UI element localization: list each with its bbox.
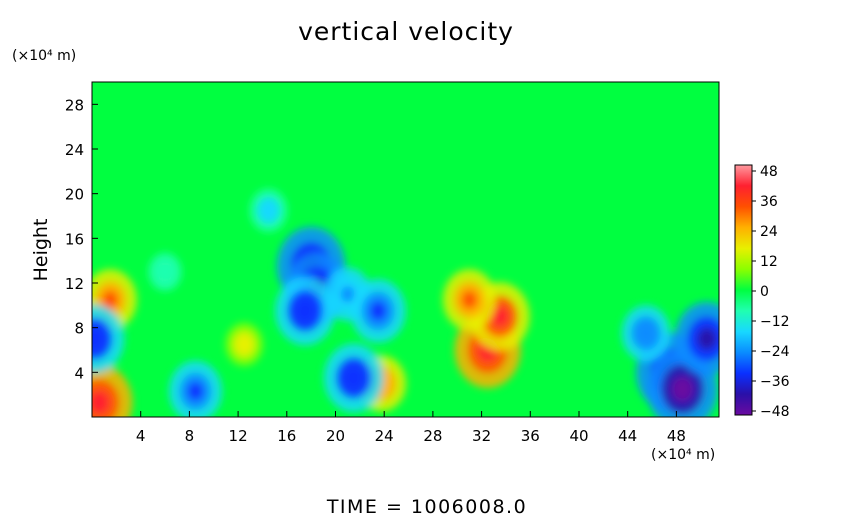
colorbar-tick-label: −48 [760,404,790,420]
plot-area [92,82,719,417]
x-tick-label: 36 [521,427,540,445]
y-tick-label: 16 [65,230,84,248]
x-tick-label: 4 [136,427,146,445]
x-tick-label: 20 [326,427,345,445]
x-tick-label: 44 [618,427,637,445]
colorbar-tick-label: 48 [760,164,778,180]
field-core [671,376,694,402]
y-tick-label: 12 [65,275,84,293]
x-tick-label: 40 [569,427,588,445]
y-unit-label: (×10⁴ m) [12,48,76,64]
field-core [638,324,654,342]
colorbar-tick-label: −12 [760,314,790,330]
x-tick-label: 24 [375,427,394,445]
x-tick-label: 32 [472,427,491,445]
x-tick-label: 8 [185,427,195,445]
y-tick-label: 4 [74,364,84,382]
field-core [160,266,171,278]
y-tick-label: 24 [65,141,84,159]
y-tick-label: 28 [65,96,84,114]
colorbar-tick-label: −24 [760,344,790,360]
x-tick-label: 48 [667,427,686,445]
field-core [238,337,250,351]
x-tick-label: 12 [229,427,248,445]
x-tick-label: 16 [277,427,296,445]
y-axis: 4 8 12 16 20 24 28 [65,96,98,382]
colorbar-tick-label: 12 [760,254,778,270]
y-tick-label: 20 [65,186,84,204]
colorbar [734,164,753,416]
plot-frame [91,81,720,418]
field-core [102,290,119,310]
y-axis-label: Height [30,219,52,282]
x-tick-label: 28 [423,427,442,445]
time-label: TIME = 1006008.0 [326,496,528,518]
colorbar-ticks: 48 36 24 12 0 −12 −24 −36 −48 [752,164,790,420]
field-core [344,367,363,389]
field-core [296,300,314,322]
field-core [92,328,104,350]
field-core [490,306,509,327]
colorbar-tick-label: 24 [760,224,778,240]
x-axis: 4 8 12 16 20 24 28 32 36 40 44 48 [136,411,686,445]
y-tick-label: 8 [74,320,84,338]
field-core [697,327,717,351]
field-core [369,301,387,321]
field-core [461,290,478,310]
colorbar-tick-label: 36 [760,194,778,210]
chart-title: vertical velocity [298,17,514,46]
velocity-field [92,188,719,417]
field-core [187,382,204,401]
field-core [262,203,275,217]
colorbar-tick-label: −36 [760,374,790,390]
field-core [340,286,355,303]
colorbar-tick-label: 0 [760,284,769,300]
x-axis-label: (×10⁴ m) [651,447,715,463]
field-core [92,390,110,415]
